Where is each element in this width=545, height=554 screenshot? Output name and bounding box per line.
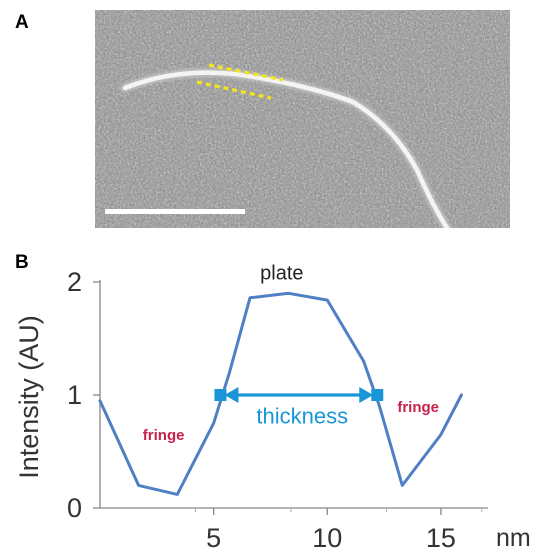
thickness-label: thickness: [256, 403, 348, 428]
y-axis-label: Intensity (AU): [14, 315, 44, 479]
fringe-left-label: fringe: [143, 427, 185, 444]
intensity-profile-line: [98, 291, 463, 496]
thickness-arrowhead-left: [224, 387, 239, 403]
intensity-profile-chart: 0 1 2 5 10 15 plate fringe fringe thickness I…: [14, 263, 531, 553]
fiber: [122, 70, 450, 228]
x-tick-label: 15: [426, 523, 456, 553]
selection-box-dashed: [196, 63, 284, 100]
plate-label: plate: [260, 263, 303, 285]
thickness-arrow: [214, 387, 384, 403]
fringe-right-label: fringe: [397, 399, 439, 416]
thickness-arrowhead-right: [359, 387, 374, 403]
y-tick-label: 0: [67, 493, 82, 523]
thickness-marker-left: [214, 389, 227, 401]
panel-a-label: A: [15, 12, 29, 33]
x-tick-label: 5: [206, 523, 221, 553]
panel-b-label: B: [15, 252, 29, 273]
scale-bar: [105, 209, 245, 214]
micrograph-image: [95, 10, 510, 228]
thickness-marker-right: [371, 389, 384, 401]
y-tick-label: 1: [67, 380, 82, 410]
x-tick-label: 10: [312, 523, 342, 553]
chart-axes: [99, 280, 488, 509]
y-tick-label: 2: [67, 267, 82, 297]
x-axis-label: nm: [496, 524, 531, 552]
